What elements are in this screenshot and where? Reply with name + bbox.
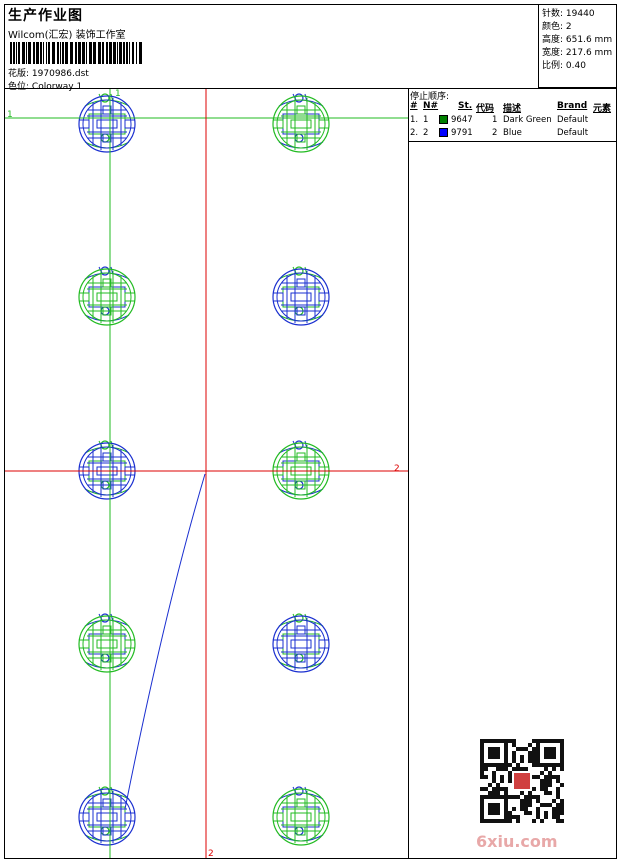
embroidery-motif [78, 93, 136, 153]
row-index: 2. [410, 128, 419, 138]
stats-box: 针数: 19440 颜色: 2 高度: 651.6 mm 宽度: 217.6 m… [538, 4, 617, 88]
embroidery-motif [78, 440, 136, 500]
row-code: 1 [492, 115, 498, 125]
row-stitches: 9647 [451, 115, 473, 125]
design-file-line: 花版: 1970986.dst [8, 66, 89, 79]
stat-label: 颜色: [542, 22, 564, 32]
stat-value: 217.6 mm [565, 48, 613, 58]
design-file-label: 花版: [8, 69, 30, 79]
stat-label: 比例: [542, 61, 564, 71]
column-header-index: # [410, 101, 418, 111]
panel-divider [408, 88, 409, 859]
guide-lines: 1 1 2 2 [5, 89, 408, 858]
table-row: 1. 1 9647 1 Dark Green Default [409, 115, 616, 127]
column-header-description: 描述 [503, 104, 522, 114]
row-description: Blue [503, 128, 522, 138]
stat-value: 19440 [565, 9, 595, 19]
qr-code-icon [480, 739, 564, 823]
row-brand: Default [557, 115, 589, 125]
page-frame [4, 4, 617, 859]
header: 生产作业图 Wilcom(汇宏) 装饰工作室 花版: 1970986.dst 色… [6, 5, 536, 92]
colorway-value: Colorway 1 [31, 82, 83, 92]
guide-label-red-h: 2 [394, 464, 400, 474]
stat-value: 2 [565, 22, 572, 32]
stat-value: 651.6 mm [565, 35, 613, 45]
company-name: Wilcom(汇宏) 装饰工作室 [8, 30, 126, 41]
embroidery-motif [272, 440, 330, 500]
jump-stitch-line [124, 473, 206, 810]
column-header-number: N# [423, 101, 439, 111]
row-number: 2 [423, 128, 429, 138]
color-swatch [439, 128, 448, 137]
embroidery-motif [78, 266, 136, 326]
colorway-label: 色位: [8, 82, 30, 92]
row-brand: Default [557, 128, 589, 138]
stat-scale: 比例: 0.40 [542, 58, 586, 71]
guide-label-green-v: 1 [115, 89, 121, 99]
stop-sequence-title: 停止顺序: [410, 92, 450, 102]
column-header-element: 元素 [593, 104, 612, 114]
stat-colors: 颜色: 2 [542, 19, 572, 32]
stat-stitches: 针数: 19440 [542, 6, 595, 19]
panel-divider-horizontal [409, 141, 617, 142]
color-swatch [439, 115, 448, 124]
stat-label: 针数: [542, 9, 564, 19]
guide-label-red-v: 2 [208, 849, 214, 858]
stat-height: 高度: 651.6 mm [542, 32, 612, 45]
barcode [10, 42, 142, 64]
design-file-value: 1970986.dst [31, 69, 89, 79]
embroidery-motif [272, 93, 330, 153]
column-header-stitches: St. [458, 101, 473, 111]
row-number: 1 [423, 115, 429, 125]
header-divider [4, 88, 617, 89]
motif-layer [78, 93, 330, 846]
page-title: 生产作业图 [8, 8, 83, 24]
guide-label-green-h: 1 [7, 110, 13, 120]
design-canvas: 1 1 2 2 [5, 89, 408, 858]
embroidery-motif [272, 613, 330, 673]
row-description: Dark Green [503, 115, 552, 125]
stat-label: 宽度: [542, 48, 564, 58]
stat-width: 宽度: 217.6 mm [542, 45, 612, 58]
embroidery-motif [78, 786, 136, 846]
stat-label: 高度: [542, 35, 564, 45]
colorway-line: 色位: Colorway 1 [8, 79, 82, 92]
row-stitches: 9791 [451, 128, 473, 138]
table-row: 2. 2 9791 2 Blue Default [409, 128, 616, 140]
row-index: 1. [410, 115, 419, 125]
embroidery-motif [272, 786, 330, 846]
embroidery-motif [272, 266, 330, 326]
column-header-brand: Brand [557, 101, 588, 111]
row-code: 2 [492, 128, 498, 138]
watermark: 6xiu.com [476, 832, 558, 851]
embroidery-motif [78, 613, 136, 673]
column-header-code: 代码 [476, 104, 495, 114]
stat-value: 0.40 [565, 61, 586, 71]
